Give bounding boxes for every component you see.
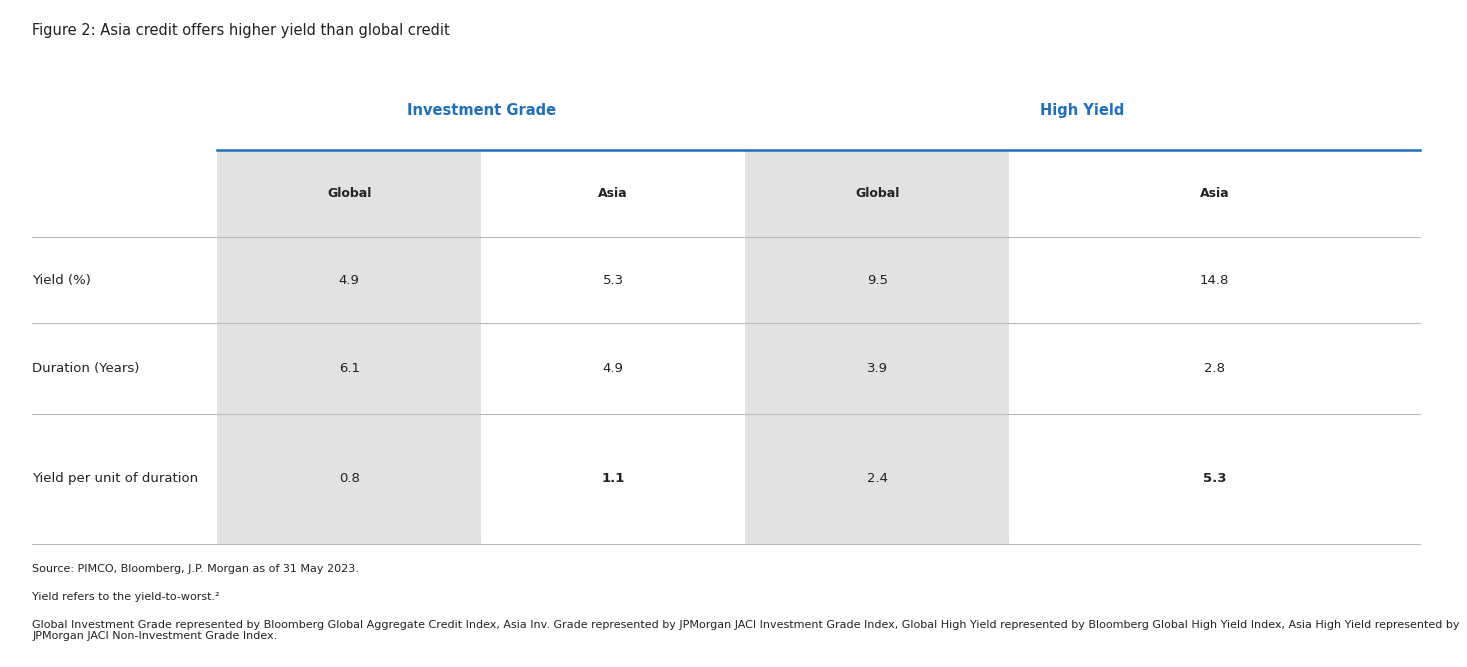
- Text: Global Investment Grade represented by Bloomberg Global Aggregate Credit Index, : Global Investment Grade represented by B…: [32, 620, 1460, 641]
- Text: Global: Global: [327, 187, 371, 200]
- Text: 0.8: 0.8: [339, 472, 359, 485]
- Text: High Yield: High Yield: [1040, 103, 1125, 117]
- Text: 1.1: 1.1: [601, 472, 625, 485]
- Text: 2.8: 2.8: [1204, 362, 1225, 375]
- Text: Yield per unit of duration: Yield per unit of duration: [32, 472, 198, 485]
- Text: 9.5: 9.5: [867, 273, 888, 287]
- Text: Duration (Years): Duration (Years): [32, 362, 139, 375]
- Text: 5.3: 5.3: [1203, 472, 1226, 485]
- Text: Figure 2: Asia credit offers higher yield than global credit: Figure 2: Asia credit offers higher yiel…: [32, 23, 450, 38]
- Text: Yield refers to the yield-to-worst.²: Yield refers to the yield-to-worst.²: [32, 592, 220, 602]
- Text: 3.9: 3.9: [867, 362, 888, 375]
- Text: Source: PIMCO, Bloomberg, J.P. Morgan as of 31 May 2023.: Source: PIMCO, Bloomberg, J.P. Morgan as…: [32, 564, 359, 574]
- Bar: [745, 150, 1009, 544]
- Text: 5.3: 5.3: [603, 273, 623, 287]
- Text: Global: Global: [855, 187, 899, 200]
- Text: 4.9: 4.9: [339, 273, 359, 287]
- Text: 6.1: 6.1: [339, 362, 359, 375]
- Text: 2.4: 2.4: [867, 472, 888, 485]
- Text: 4.9: 4.9: [603, 362, 623, 375]
- Text: Yield (%): Yield (%): [32, 273, 91, 287]
- Bar: [217, 150, 481, 544]
- Text: Asia: Asia: [599, 187, 628, 200]
- Text: 14.8: 14.8: [1200, 273, 1229, 287]
- Text: Asia: Asia: [1200, 187, 1229, 200]
- Text: Investment Grade: Investment Grade: [406, 103, 556, 117]
